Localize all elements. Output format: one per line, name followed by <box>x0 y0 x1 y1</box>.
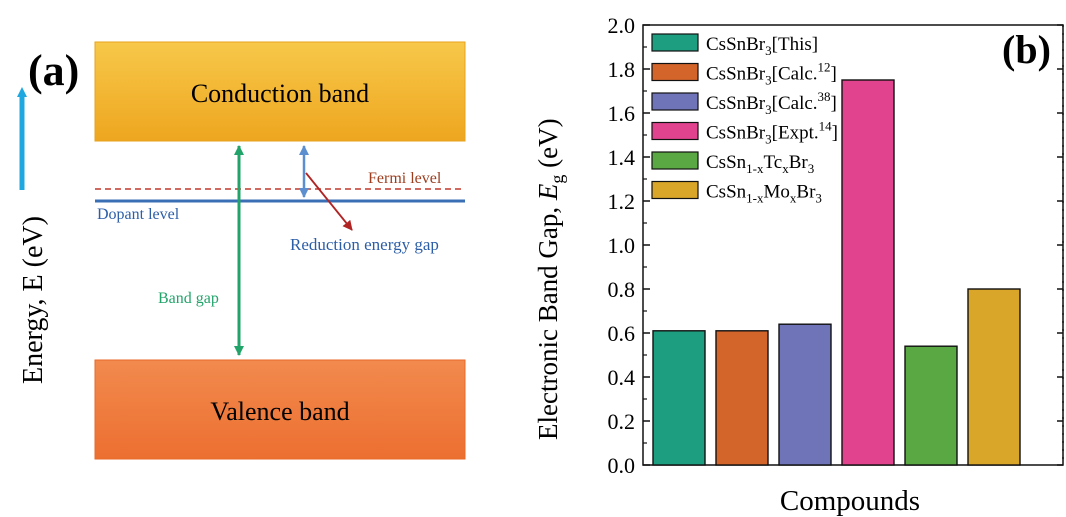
y-tick-label: 1.8 <box>608 57 636 82</box>
valence-band-label: Valence band <box>210 397 349 426</box>
bar-2 <box>716 331 768 465</box>
legend: CsSnBr3[This]CsSnBr3[Calc.12]CsSnBr3[Cal… <box>652 34 838 206</box>
legend-label-3: CsSnBr3[Calc.38] <box>706 89 837 117</box>
y-tick-label: 0.4 <box>608 365 636 390</box>
legend-swatch-6 <box>652 182 698 199</box>
energy-axis-label: Energy, E (eV) <box>18 216 49 384</box>
fermi-level-label: Fermi level <box>368 170 442 187</box>
legend-label-4: CsSnBr3[Expt.14] <box>706 119 838 147</box>
legend-label-1: CsSnBr3[This] <box>706 34 818 58</box>
y-tick-label: 0.2 <box>608 409 636 434</box>
dopant-level-label: Dopant level <box>97 206 180 223</box>
panel-b-label: (b) <box>1002 27 1051 72</box>
y-axis-label-text: Electronic Band Gap, <box>533 200 563 440</box>
legend-swatch-1 <box>652 34 698 51</box>
bar-3 <box>779 324 831 465</box>
legend-label-6: CsSn1-xMoxBr3 <box>706 182 822 206</box>
legend-swatch-3 <box>652 93 698 110</box>
bar-6 <box>968 289 1020 465</box>
band-gap-label: Band gap <box>158 290 219 307</box>
conduction-band-label: Conduction band <box>191 79 369 108</box>
y-tick-label: 1.0 <box>608 233 636 258</box>
bar-4 <box>842 80 894 465</box>
panel-a-label: (a) <box>28 46 79 95</box>
y-axis-label: Electronic Band Gap, Eg (eV) <box>533 118 567 440</box>
legend-label-5: CsSn1-xTcxBr3 <box>706 152 814 176</box>
y-tick-label: 1.4 <box>608 145 636 170</box>
panel-a: (a) Energy, E (eV) Conduction band Valen… <box>18 42 465 459</box>
y-tick-label: 0.6 <box>608 321 636 346</box>
reduction-gap-label: Reduction energy gap <box>290 235 439 254</box>
bar-1 <box>653 331 705 465</box>
y-tick-label: 1.6 <box>608 101 636 126</box>
x-axis-label: Compounds <box>780 485 920 517</box>
bar-5 <box>905 346 957 465</box>
legend-swatch-2 <box>652 64 698 81</box>
y-tick-label: 0.8 <box>608 277 636 302</box>
legend-label-2: CsSnBr3[Calc.12] <box>706 60 837 88</box>
legend-swatch-4 <box>652 123 698 140</box>
y-tick-label: 1.2 <box>608 189 636 214</box>
legend-swatch-5 <box>652 152 698 169</box>
y-tick-label: 0.0 <box>608 453 636 478</box>
panel-b: 0.0 0.2 0.4 0.6 0.8 1.0 1.2 1.4 1.6 1.8 2.0 CsSnBr… <box>533 13 1063 517</box>
y-tick-label: 2.0 <box>608 13 636 38</box>
